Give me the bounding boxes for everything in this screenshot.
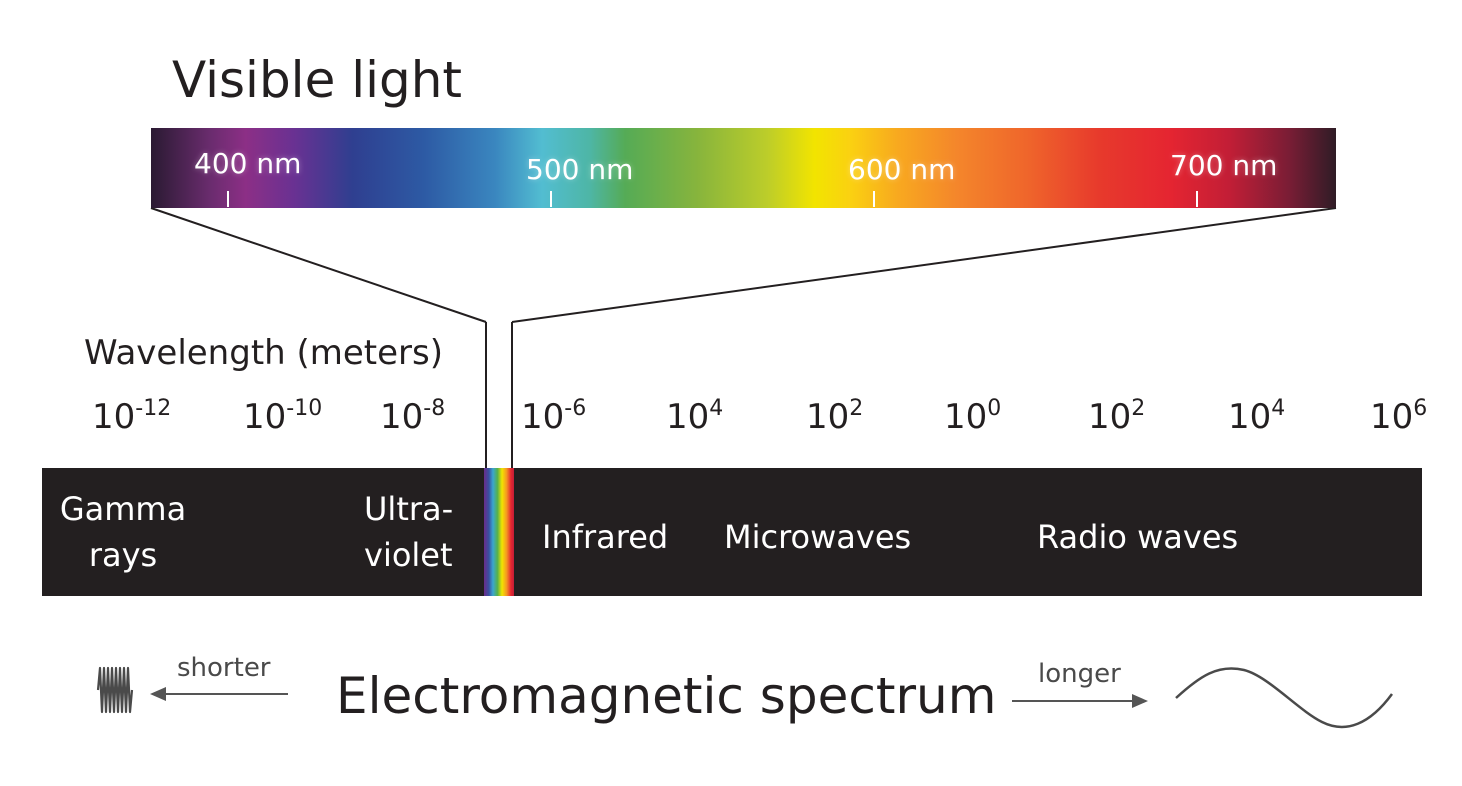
band-gamma-rays: Gamma rays: [58, 486, 188, 578]
band-ultraviolet-line1: Ultra-: [364, 490, 454, 528]
tick-label: 106: [1370, 396, 1428, 437]
nm-label-500: 500 nm: [526, 153, 634, 186]
em-spectrum-bar: [42, 468, 1422, 596]
nm-tick-400: [227, 191, 229, 207]
nm-tick-500: [550, 191, 552, 207]
tick-label: 100: [944, 396, 1002, 437]
tick-label: 10-6: [521, 396, 587, 437]
tick-label: 102: [1088, 396, 1146, 437]
tick-label: 10-12: [92, 396, 172, 437]
longer-label: longer: [1038, 659, 1121, 689]
nm-label-600: 600 nm: [848, 153, 956, 186]
arrow-right-icon: [1012, 694, 1148, 708]
nm-tick-600: [873, 191, 875, 207]
tick-label: 10-10: [243, 396, 323, 437]
band-gamma-line2: rays: [88, 536, 158, 574]
visible-light-title: Visible light: [172, 51, 463, 109]
tick-label: 104: [666, 396, 724, 437]
long-wave-icon: [1175, 667, 1394, 729]
nm-label-400: 400 nm: [194, 147, 302, 180]
tick-label: 104: [1228, 396, 1286, 437]
tick-label: 102: [806, 396, 864, 437]
nm-tick-700: [1196, 191, 1198, 207]
wavelength-axis-title: Wavelength (meters): [84, 333, 444, 373]
band-ultraviolet: Ultra- violet: [364, 486, 464, 578]
short-wave-icon: [96, 666, 134, 714]
band-radio-waves: Radio waves: [1037, 518, 1239, 556]
shorter-label: shorter: [177, 653, 271, 683]
visible-spectrum-bar: [151, 128, 1336, 208]
band-infrared: Infrared: [542, 518, 669, 556]
connector-left-line: [150, 207, 487, 323]
nm-label-700: 700 nm: [1170, 149, 1278, 182]
arrow-left-icon: [150, 687, 288, 701]
band-ultraviolet-line2: violet: [364, 536, 453, 574]
em-spectrum-title: Electromagnetic spectrum: [336, 667, 997, 725]
band-microwaves: Microwaves: [724, 518, 912, 556]
band-gamma-line1: Gamma: [59, 490, 187, 528]
visible-light-strip: [484, 468, 514, 596]
tick-label: 10-8: [380, 396, 446, 437]
connector-right-line: [511, 207, 1337, 323]
